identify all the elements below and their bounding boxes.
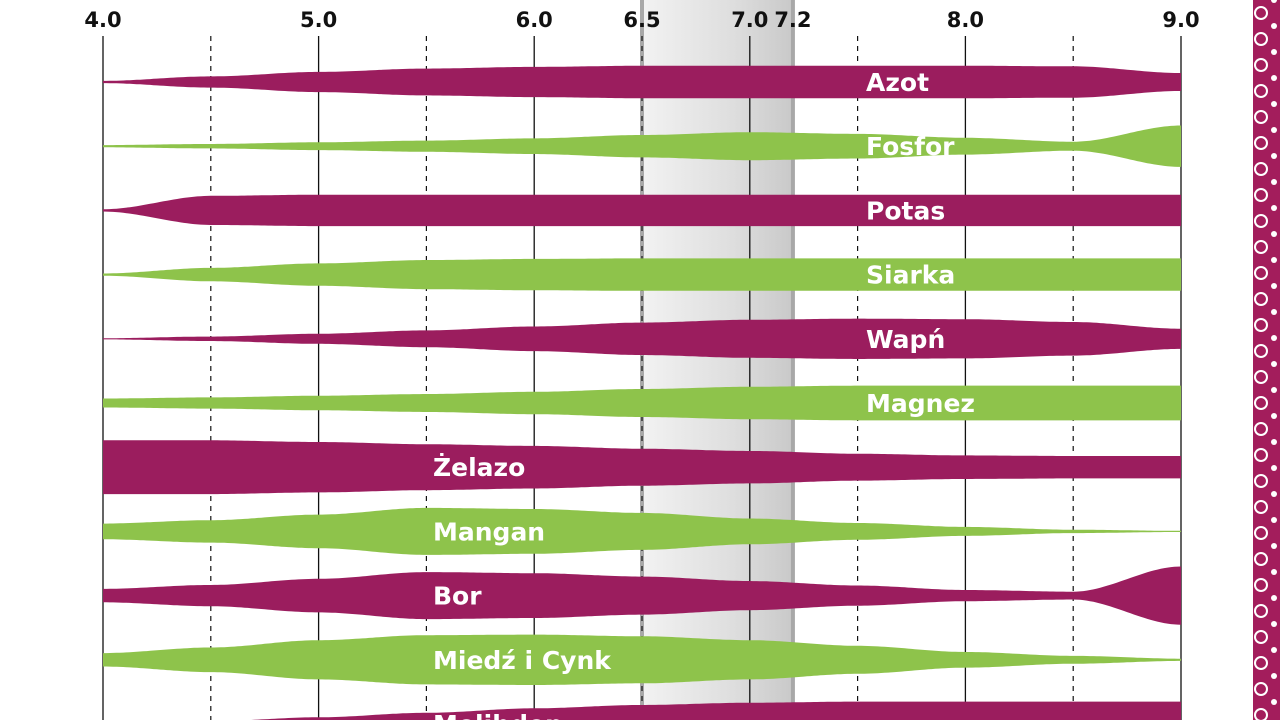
band-label-wapn: Wapń bbox=[866, 325, 945, 354]
tick-label-7-2: 7.2 bbox=[774, 8, 811, 32]
band-label-siarka: Siarka bbox=[866, 261, 955, 290]
band-label-azot: Azot bbox=[866, 68, 929, 97]
band-siarka bbox=[103, 258, 1181, 291]
band-zelazo bbox=[103, 440, 1181, 495]
band-fosfor bbox=[103, 125, 1181, 167]
tick-label-7-0: 7.0 bbox=[731, 8, 768, 32]
nutrient-labels: Azot Fosfor Potas Siarka Wapń Magnez Żelazo Man… bbox=[433, 68, 975, 720]
band-wapn bbox=[103, 318, 1181, 359]
tick-label-4-0: 4.0 bbox=[84, 8, 121, 32]
band-azot bbox=[103, 65, 1181, 99]
pattern-strip-dots bbox=[1253, 0, 1280, 720]
band-label-bor: Bor bbox=[433, 582, 482, 611]
band-label-potas: Potas bbox=[866, 196, 945, 225]
band-bor bbox=[103, 566, 1181, 625]
band-molibden bbox=[251, 701, 1181, 720]
band-label-fosfor: Fosfor bbox=[866, 132, 955, 161]
band-label-magnez: Magnez bbox=[866, 389, 975, 418]
tick-label-8-0: 8.0 bbox=[947, 8, 984, 32]
ph-axis-ticks: 4.0 5.0 6.0 7.0 8.0 9.0 6.5 7.2 bbox=[84, 8, 1199, 32]
band-miedz-i-cynk bbox=[103, 634, 1181, 685]
band-label-molibden: Molibden bbox=[433, 710, 563, 720]
tick-label-6-0: 6.0 bbox=[516, 8, 553, 32]
tick-label-9-0: 9.0 bbox=[1162, 8, 1199, 32]
band-potas bbox=[103, 194, 1181, 227]
nutrient-bands bbox=[103, 65, 1181, 720]
band-mangan bbox=[103, 507, 1181, 555]
band-label-zelazo: Żelazo bbox=[433, 453, 525, 482]
band-magnez bbox=[103, 385, 1181, 421]
band-label-mangan: Mangan bbox=[433, 517, 545, 546]
band-label-miedz-i-cynk: Miedź i Cynk bbox=[433, 646, 612, 675]
decorative-pattern-strip bbox=[1253, 0, 1280, 720]
tick-label-5-0: 5.0 bbox=[300, 8, 337, 32]
tick-label-6-5: 6.5 bbox=[623, 8, 660, 32]
